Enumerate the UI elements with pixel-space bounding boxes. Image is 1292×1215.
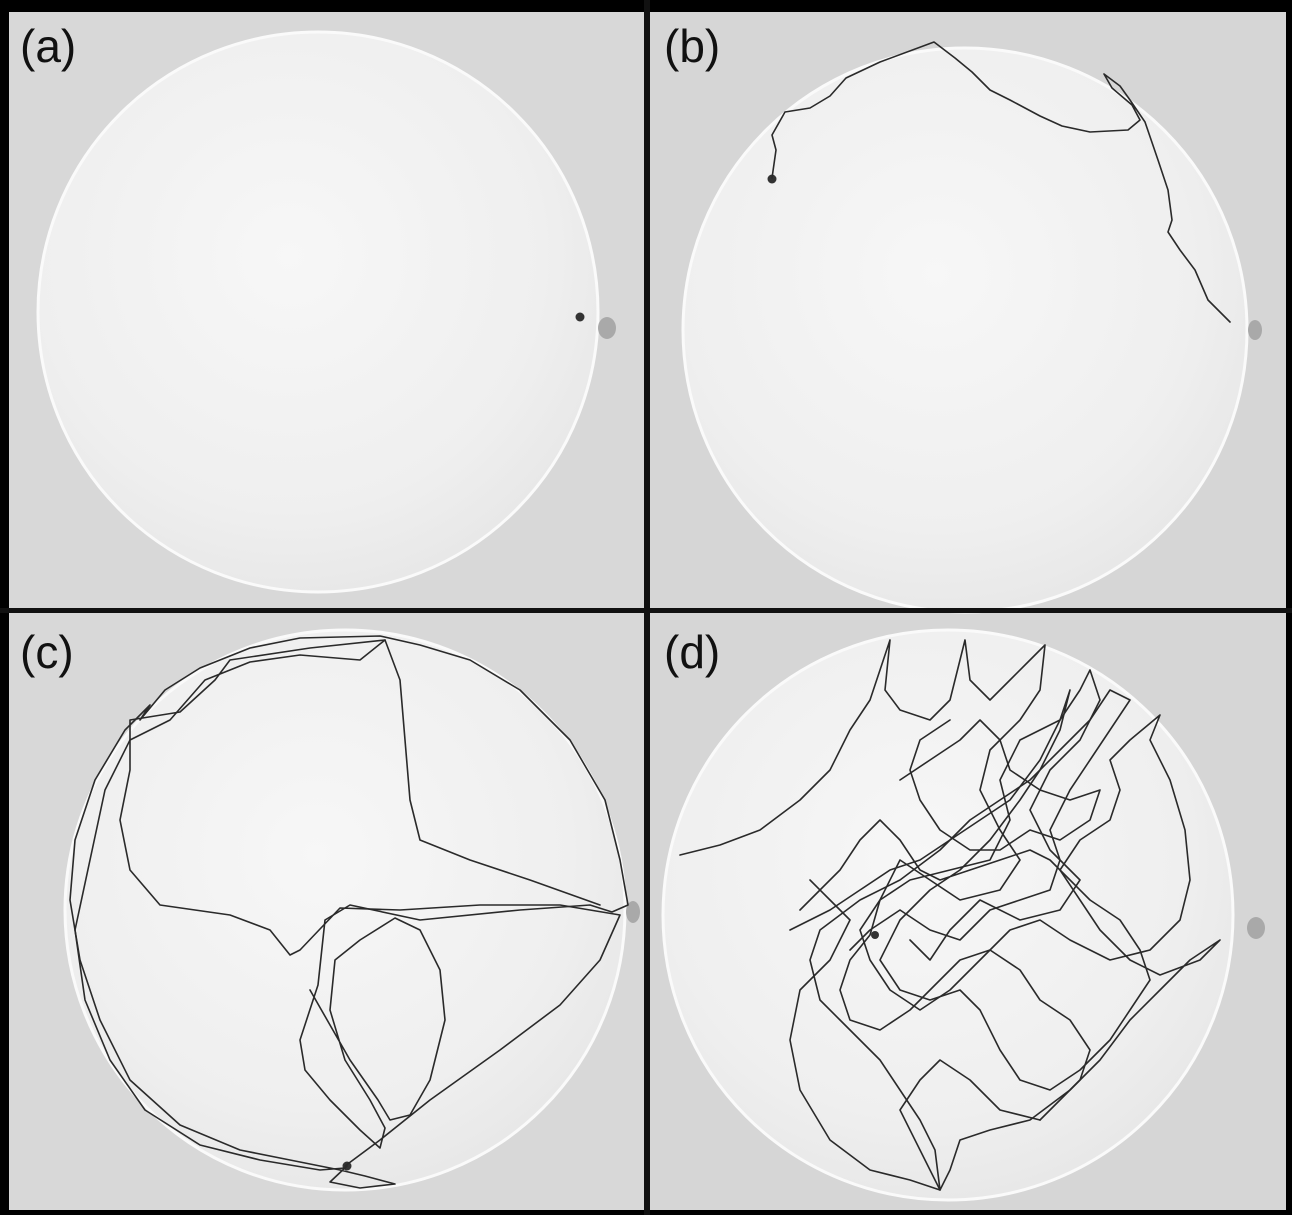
animal (767, 174, 777, 184)
target (598, 317, 616, 339)
arena (681, 46, 1249, 614)
target (626, 901, 640, 923)
track (789, 689, 1131, 1191)
track (899, 719, 1101, 851)
panel-label: (a) (20, 20, 76, 72)
divider (644, 0, 650, 1215)
target (1247, 917, 1265, 939)
track (69, 635, 629, 1189)
track (859, 669, 1221, 1191)
arena (63, 628, 627, 1192)
panel-label: (c) (20, 626, 74, 678)
target (1248, 320, 1262, 340)
animal (575, 312, 585, 322)
panel-label: (b) (664, 20, 720, 72)
arena (661, 628, 1235, 1202)
panel-label: (d) (664, 626, 720, 678)
animal (871, 931, 879, 939)
track (771, 41, 1231, 323)
divider (0, 608, 1292, 613)
track (679, 639, 1091, 1121)
track (74, 639, 386, 1171)
arena (36, 30, 600, 594)
track (119, 639, 621, 1167)
